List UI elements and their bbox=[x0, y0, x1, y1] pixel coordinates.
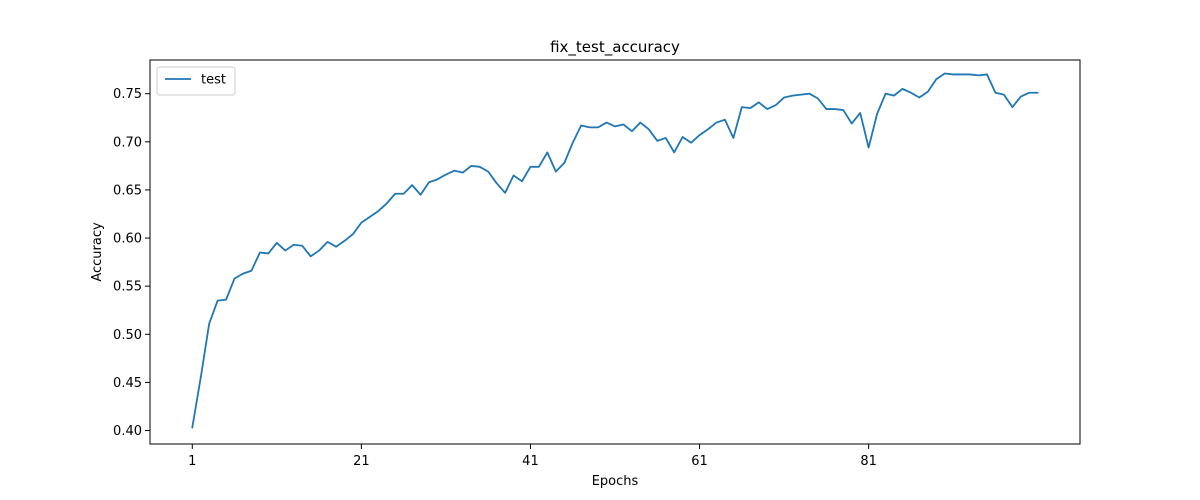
x-axis-label: Epochs bbox=[592, 474, 639, 489]
x-tick-label: 41 bbox=[522, 454, 539, 469]
y-axis: 0.40 0.45 0.50 0.55 0.60 0.65 0.70 0.75 bbox=[113, 87, 150, 439]
y-tick-label: 0.45 bbox=[113, 376, 142, 391]
y-tick-label: 0.55 bbox=[113, 280, 142, 295]
plot-area bbox=[150, 60, 1080, 444]
y-tick-label: 0.65 bbox=[113, 183, 142, 198]
y-tick-label: 0.70 bbox=[113, 135, 142, 150]
y-tick-label: 0.75 bbox=[113, 87, 142, 102]
x-tick-label: 1 bbox=[188, 454, 196, 469]
x-tick-label: 21 bbox=[353, 454, 370, 469]
x-tick-label: 81 bbox=[860, 454, 877, 469]
y-axis-label: Accuracy bbox=[90, 222, 105, 282]
y-tick-label: 0.60 bbox=[113, 232, 142, 247]
y-tick-label: 0.40 bbox=[113, 424, 142, 439]
plot-frame bbox=[149, 59, 1081, 445]
y-tick-label: 0.50 bbox=[113, 328, 142, 343]
legend: test bbox=[156, 66, 236, 96]
chart-title: fix_test_accuracy bbox=[550, 38, 680, 57]
x-tick-label: 61 bbox=[691, 454, 708, 469]
legend-box bbox=[156, 66, 236, 96]
x-axis: 1 21 41 61 81 bbox=[188, 444, 877, 469]
series-layer bbox=[191, 72, 1039, 429]
series-line-test bbox=[191, 72, 1039, 429]
legend-label: test bbox=[201, 73, 226, 88]
